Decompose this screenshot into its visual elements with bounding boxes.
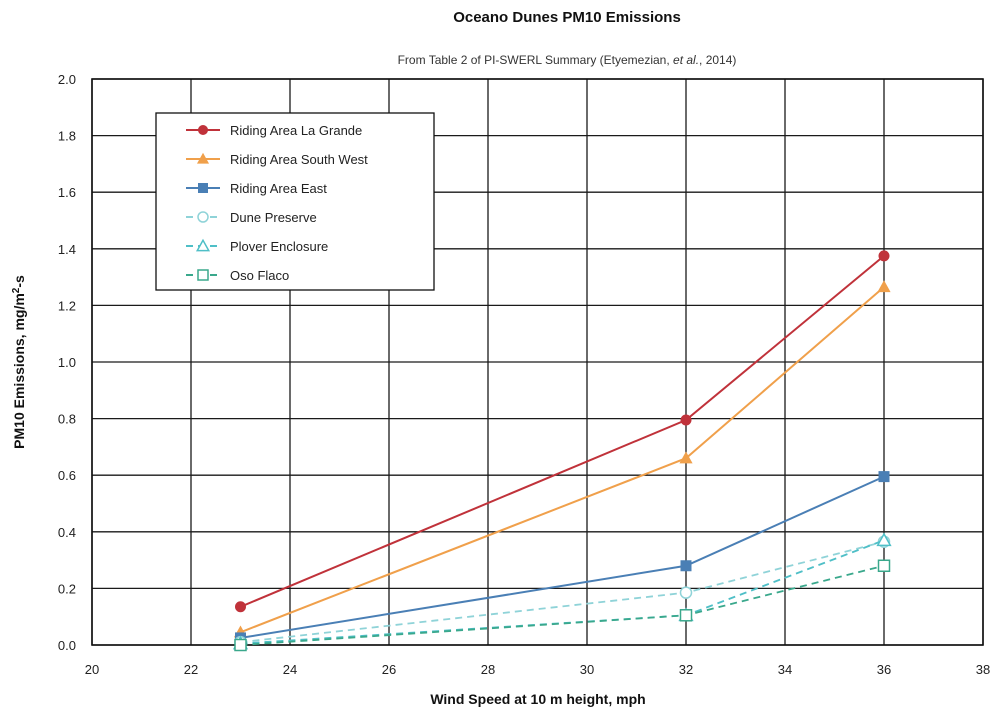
data-point (679, 609, 693, 622)
legend-label: Riding Area La Grande (230, 123, 362, 138)
data-point (878, 250, 890, 262)
data-point (234, 638, 247, 652)
y-tick-label: 0.2 (58, 581, 76, 596)
y-tick-label: 0.6 (58, 468, 76, 483)
axis-ticks: 20 22 24 26 28 30 32 34 36 38 0.0 0.2 0.4 0.6 0.8 1.0 1.… (58, 72, 990, 677)
data-point (679, 451, 693, 464)
series-group (232, 250, 892, 652)
x-tick-label: 38 (976, 662, 990, 677)
series-line (240, 540, 885, 644)
data-point (680, 560, 692, 572)
legend: Riding Area La Grande Riding Area South W… (155, 112, 435, 291)
chart-subtitle-part: , 2014) (699, 53, 736, 67)
x-axis-label: Wind Speed at 10 m height, mph (430, 691, 645, 707)
x-tick-label: 30 (580, 662, 594, 677)
x-tick-label: 22 (184, 662, 198, 677)
y-tick-label: 1.2 (58, 298, 76, 313)
legend-item: Riding Area South West (186, 152, 368, 167)
y-tick-label: 0.4 (58, 525, 76, 540)
y-tick-label: 1.0 (58, 355, 76, 370)
chart-title: Oceano Dunes PM10 Emissions (453, 9, 681, 26)
y-axis-label: PM10 Emissions, mg/m2-s (11, 275, 28, 449)
y-tick-label: 1.8 (58, 129, 76, 144)
y-tick-label: 0.0 (58, 638, 76, 653)
legend-item: Riding Area East (186, 181, 327, 196)
legend-label: Dune Preserve (230, 210, 317, 225)
legend-marker (197, 211, 209, 223)
series-line (240, 475, 885, 639)
y-axis-label-superscript: 2 (11, 287, 22, 293)
y-tick-label: 0.8 (58, 412, 76, 427)
series-line (240, 286, 885, 634)
data-point (876, 532, 892, 547)
legend-label: Riding Area South West (230, 152, 368, 167)
x-tick-label: 32 (679, 662, 693, 677)
series-line (240, 255, 885, 608)
x-tick-label: 24 (283, 662, 297, 677)
plot-area-border (91, 78, 984, 646)
x-tick-label: 28 (481, 662, 495, 677)
series-0 (235, 250, 890, 613)
chart-subtitle: From Table 2 of PI-SWERL Summary (Etyeme… (398, 53, 737, 67)
series-2 (235, 471, 890, 644)
series-4 (232, 532, 892, 650)
series-line (240, 539, 885, 645)
legend-label: Plover Enclosure (230, 239, 328, 254)
x-tick-label: 26 (382, 662, 396, 677)
data-point (680, 414, 692, 426)
legend-item: Dune Preserve (186, 210, 317, 225)
series-3 (234, 535, 891, 649)
x-tick-label: 20 (85, 662, 99, 677)
data-point (679, 586, 693, 599)
legend-label: Riding Area East (230, 181, 327, 196)
legend-marker (195, 238, 211, 252)
y-axis-label-part: -s (11, 275, 27, 288)
series-5 (234, 559, 891, 652)
legend-marker (198, 183, 208, 193)
data-point (878, 471, 890, 483)
legend-marker (197, 269, 209, 281)
legend-item: Oso Flaco (186, 268, 289, 283)
chart-subtitle-part: From Table 2 of PI-SWERL Summary (Etyeme… (398, 53, 673, 67)
legend-box (155, 112, 435, 291)
legend-item: Plover Enclosure (186, 238, 328, 254)
legend-label: Oso Flaco (230, 268, 289, 283)
data-point (235, 601, 246, 613)
series-1 (233, 280, 891, 638)
data-point (877, 280, 891, 293)
y-tick-label: 1.4 (58, 242, 76, 257)
y-axis-label-part: PM10 Emissions, mg/m (11, 293, 27, 449)
x-tick-label: 36 (877, 662, 891, 677)
data-point (877, 559, 891, 573)
chart-subtitle-italic: et al. (673, 53, 699, 67)
y-tick-label: 1.6 (58, 185, 76, 200)
legend-marker (198, 125, 208, 135)
legend-item: Riding Area La Grande (186, 123, 362, 138)
x-tick-label: 34 (778, 662, 792, 677)
y-tick-label: 2.0 (58, 72, 76, 87)
legend-marker (196, 152, 210, 164)
